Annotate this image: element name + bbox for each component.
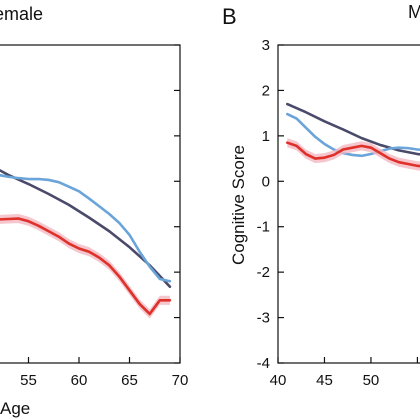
panel-a-blue-series-line — [0, 173, 172, 283]
panel-b-x-tick-label: 45 — [316, 372, 333, 389]
panel-a-x-tick-label: 60 — [71, 372, 88, 389]
panel-a-x-axis-title: Age — [0, 399, 30, 418]
panel-a-series-group — [0, 168, 172, 319]
panel-b-y-tick-label: 1 — [262, 128, 270, 145]
panel-b-red-series-line — [285, 141, 420, 168]
panel-b-plot-area: -4 -3 -2 -1 0 1 2 3 40 45 50 — [257, 37, 420, 389]
panel-a-red-series-line — [0, 217, 172, 316]
panel-b-y-tick-label: 2 — [262, 82, 270, 99]
panel-b-blue-series-line — [285, 112, 420, 158]
panel-a-dark-series-line — [0, 168, 172, 288]
panel-b-dark-series-line — [285, 102, 420, 156]
panel-b-y-tick-label: -1 — [257, 219, 270, 236]
panel-a-x-tick-label: 70 — [172, 372, 189, 389]
panel-b-x-tick-label: 40 — [270, 372, 287, 389]
panel-a-title: emale — [0, 4, 43, 24]
panel-a-frame — [0, 44, 181, 364]
panel-a-x-tick-label: 55 — [20, 372, 37, 389]
panel-b-y-tick-label: 0 — [262, 173, 270, 190]
panel-b-frame — [277, 44, 420, 364]
panel-b-title: M — [408, 2, 420, 22]
panel-a-plot-area: 55 60 65 70 — [0, 44, 189, 389]
panel-b-x-tick-label: 50 — [363, 372, 380, 389]
panel-b-y-tick-label: 3 — [262, 37, 270, 54]
panel-male: B M Cognitive Score -4 -3 -2 -1 0 1 2 3 40 45 50 — [222, 2, 420, 389]
panel-a-x-tick-label: 65 — [121, 372, 138, 389]
panel-b-y-tick-label: -4 — [257, 355, 270, 372]
panel-b-y-axis-title: Cognitive Score — [229, 145, 248, 265]
panel-b-series-group — [285, 102, 420, 171]
panel-b-red-confidence-band — [287, 138, 420, 171]
panel-b-y-tick-label: -3 — [257, 310, 270, 327]
panel-female: emale 55 60 65 70 Age — [0, 4, 188, 418]
panel-b-letter: B — [222, 4, 237, 29]
panel-a-red-confidence-band — [0, 213, 170, 319]
panel-b-y-tick-label: -2 — [257, 264, 270, 281]
